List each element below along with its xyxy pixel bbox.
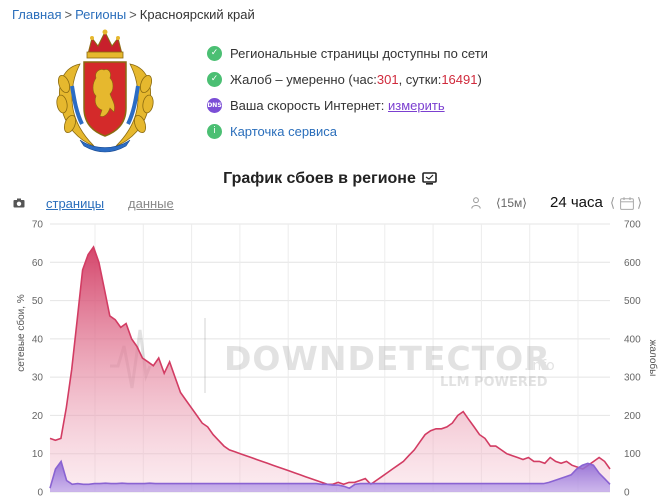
y-tick-right: 200 — [624, 411, 641, 422]
y-tick-left: 0 — [37, 488, 43, 498]
info-icon: i — [207, 123, 222, 139]
chart-toolbar: страницы данные ⟨15м⟩ 24 часа ⟨ ⟩ — [0, 194, 660, 214]
y-tick-right: 500 — [624, 296, 641, 307]
calendar-icon[interactable] — [620, 197, 634, 210]
check-circle-icon: ✓ — [207, 45, 222, 61]
period-label: 24 часа — [550, 194, 603, 211]
complaints-hour-count: 301 — [376, 71, 399, 87]
y-tick-left: 50 — [32, 296, 44, 307]
y-tick-left: 20 — [32, 411, 44, 422]
complaints-suffix: ) — [477, 71, 482, 87]
y-tick-left: 60 — [32, 258, 44, 269]
y-tick-right: 300 — [624, 373, 641, 384]
complaints-mid: , сутки: — [398, 71, 442, 87]
chart-series — [49, 245, 611, 492]
watermark-suffix: .info — [524, 358, 555, 374]
speed-label: Ваша скорость Интернет: — [230, 97, 385, 113]
prev-period-button[interactable]: ⟨ — [610, 195, 616, 210]
breadcrumb-separator: > — [129, 7, 137, 22]
breadcrumb-separator: > — [64, 7, 73, 22]
status-complaints-row: ✓ Жалоб – умеренно (час: 301, сутки: 164… — [207, 66, 488, 92]
y-tick-left: 10 — [32, 449, 44, 460]
chart-title: График сбоев в регионе — [223, 170, 416, 187]
status-pages-text: Региональные страницы доступны по сети — [230, 45, 488, 61]
breadcrumb-regions-link[interactable]: Регионы — [75, 7, 127, 22]
complaints-day-count: 16491 — [441, 71, 478, 87]
complaints-prefix: Жалоб – умеренно (час: — [230, 71, 377, 87]
y-tick-right: 400 — [624, 334, 641, 345]
y-tick-right: 700 — [624, 220, 641, 231]
chart-heading: График сбоев в регионе — [0, 170, 660, 188]
measure-speed-link[interactable]: измерить — [388, 97, 445, 113]
service-status-list: ✓ Региональные страницы доступны по сети… — [207, 40, 488, 144]
tab-data[interactable]: данные — [128, 196, 174, 211]
chart-axes: 0 0 10 100 20 200 30 300 40 400 50 500 60 600 70 700 сет… — [15, 220, 659, 498]
crown-icon — [86, 29, 124, 59]
watermark-text: DOWNDETECTOR — [224, 339, 551, 378]
status-card-row: i Карточка сервиса — [207, 118, 488, 144]
lion-icon — [92, 69, 115, 117]
user-icon[interactable] — [471, 197, 481, 209]
check-circle-icon: ✓ — [207, 71, 222, 87]
y-axis-left-label: сетевые сбои, % — [15, 294, 27, 372]
y-axis-right-label: жалобы — [647, 340, 659, 377]
outage-chart: DOWNDETECTOR .info LLM POWERED 0 0 10 100 20… — [15, 220, 659, 498]
dns-icon: DNS — [207, 97, 222, 113]
interval-selector[interactable]: ⟨15м⟩ — [496, 196, 527, 210]
status-pages-row: ✓ Региональные страницы доступны по сети — [207, 40, 488, 66]
breadcrumb: Главная > Регионы > Красноярский край — [12, 7, 255, 22]
y-tick-left: 70 — [32, 220, 44, 231]
breadcrumb-current: Красноярский край — [139, 7, 255, 22]
krasnoyarsk-coat-of-arms-logo — [56, 29, 154, 153]
y-tick-right: 0 — [624, 488, 630, 498]
status-speed-row: DNS Ваша скорость Интернет: измерить — [207, 92, 488, 118]
watermark-subtext: LLM POWERED — [440, 375, 548, 390]
service-card-link[interactable]: Карточка сервиса — [230, 123, 337, 139]
breadcrumb-home-link[interactable]: Главная — [12, 7, 62, 22]
monitor-icon[interactable] — [422, 172, 437, 185]
tab-pages[interactable]: страницы — [46, 196, 105, 211]
camera-icon[interactable] — [13, 198, 25, 208]
y-tick-left: 30 — [32, 373, 44, 384]
y-tick-right: 600 — [624, 258, 641, 269]
outages-series-area — [50, 247, 610, 492]
y-tick-right: 100 — [624, 449, 641, 460]
complaints-series-line — [49, 459, 611, 490]
y-tick-left: 40 — [32, 334, 44, 345]
next-period-button[interactable]: ⟩ — [637, 195, 643, 210]
